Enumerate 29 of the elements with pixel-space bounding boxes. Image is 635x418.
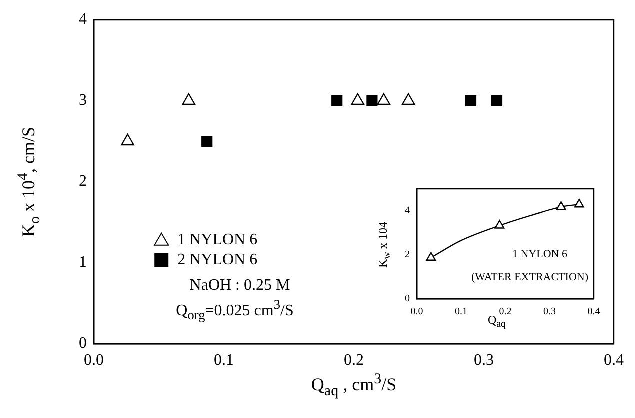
y-tick-label: 2 [405,250,410,261]
x-tick-label: 0.3 [474,352,494,369]
x-tick-label: 0.0 [84,352,104,369]
x-tick-label: 0.1 [214,352,234,369]
legend-label: 1 NYLON 6 [178,232,258,249]
annotation: (WATER EXTRACTION) [471,272,589,284]
x-tick-label: 0.3 [544,306,556,318]
y-tick-label: 0 [405,294,410,305]
y-tick-label: 0 [79,335,87,352]
point [494,220,505,229]
point [426,252,436,261]
x-tick-label: 0.4 [604,352,624,369]
y-tick-label: 3 [79,92,87,110]
point [556,201,566,210]
x-tick-label: 0.2 [344,352,364,369]
x-tick-label: 0.1 [455,306,468,318]
x-tick-label: 0.4 [588,306,600,318]
annotation: NaOH : 0.25 M [190,277,290,294]
x-tick-label: 0.0 [410,306,424,318]
point [574,199,584,208]
x-tick-label: 0.2 [499,306,512,318]
y-tick-label: 1 [79,254,87,272]
annotation: 1 NYLON 6 [512,248,568,260]
annotation: Q$_{org}$=0.025 cm$^{3}$/S [176,297,294,323]
y-tick-label: 2 [79,173,87,190]
y-tick-label: 4 [79,11,87,28]
x-axis-title: Q$_{aq}$ , cm$^{3}$/S [311,372,397,400]
legend-label: 2 NYLON 6 [178,252,258,269]
y-tick-label: 4 [405,206,410,217]
